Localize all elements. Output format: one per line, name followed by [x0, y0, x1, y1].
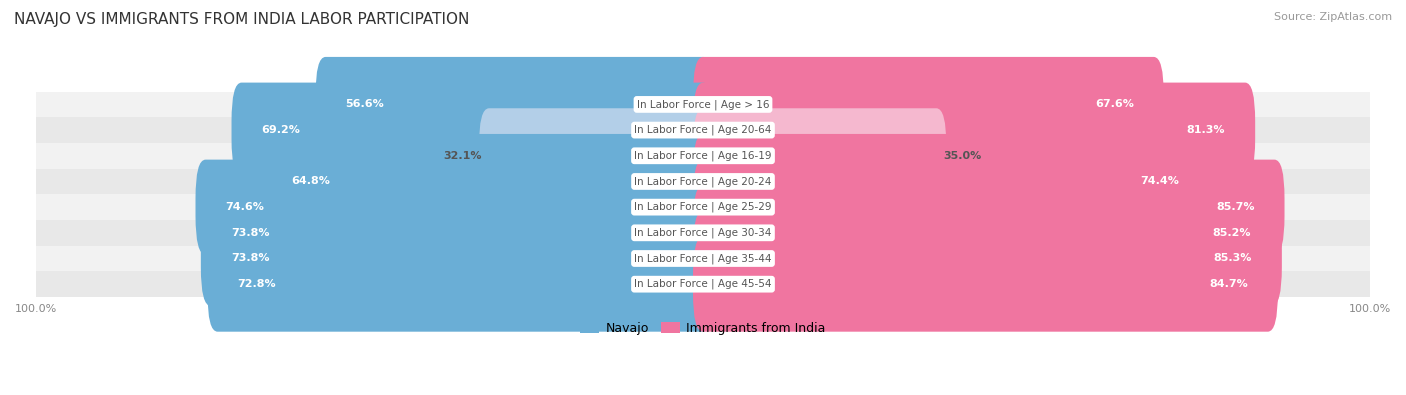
- Text: In Labor Force | Age 30-34: In Labor Force | Age 30-34: [634, 228, 772, 238]
- Bar: [3, 169, 1403, 194]
- Bar: [3, 143, 1403, 169]
- Bar: [3, 194, 1403, 220]
- Text: 67.6%: 67.6%: [1095, 100, 1133, 109]
- Text: In Labor Force | Age 20-24: In Labor Force | Age 20-24: [634, 176, 772, 187]
- Text: 85.3%: 85.3%: [1213, 254, 1251, 263]
- FancyBboxPatch shape: [693, 185, 1281, 280]
- FancyBboxPatch shape: [693, 83, 1256, 178]
- FancyBboxPatch shape: [693, 211, 1282, 306]
- FancyBboxPatch shape: [479, 108, 713, 203]
- FancyBboxPatch shape: [262, 134, 713, 229]
- Text: In Labor Force | Age > 16: In Labor Force | Age > 16: [637, 99, 769, 110]
- Bar: [3, 117, 1403, 143]
- Text: In Labor Force | Age 45-54: In Labor Force | Age 45-54: [634, 279, 772, 290]
- Legend: Navajo, Immigrants from India: Navajo, Immigrants from India: [575, 317, 831, 340]
- FancyBboxPatch shape: [201, 211, 713, 306]
- Text: 84.7%: 84.7%: [1209, 279, 1249, 289]
- Text: 74.4%: 74.4%: [1140, 177, 1180, 186]
- Text: 73.8%: 73.8%: [231, 254, 270, 263]
- Text: 81.3%: 81.3%: [1187, 125, 1225, 135]
- FancyBboxPatch shape: [693, 237, 1278, 332]
- FancyBboxPatch shape: [693, 108, 946, 203]
- FancyBboxPatch shape: [693, 160, 1285, 255]
- Text: 73.8%: 73.8%: [231, 228, 270, 238]
- Text: NAVAJO VS IMMIGRANTS FROM INDIA LABOR PARTICIPATION: NAVAJO VS IMMIGRANTS FROM INDIA LABOR PA…: [14, 12, 470, 27]
- Text: 69.2%: 69.2%: [262, 125, 301, 135]
- Text: 85.7%: 85.7%: [1216, 202, 1254, 212]
- FancyBboxPatch shape: [693, 57, 1164, 152]
- Text: In Labor Force | Age 25-29: In Labor Force | Age 25-29: [634, 202, 772, 213]
- Text: 35.0%: 35.0%: [943, 151, 981, 161]
- Text: 56.6%: 56.6%: [346, 100, 384, 109]
- Bar: [3, 92, 1403, 117]
- Bar: [3, 246, 1403, 271]
- Text: 72.8%: 72.8%: [238, 279, 276, 289]
- Text: 85.2%: 85.2%: [1212, 228, 1251, 238]
- Text: 74.6%: 74.6%: [225, 202, 264, 212]
- Text: In Labor Force | Age 35-44: In Labor Force | Age 35-44: [634, 253, 772, 264]
- Text: 64.8%: 64.8%: [291, 177, 330, 186]
- FancyBboxPatch shape: [232, 83, 713, 178]
- FancyBboxPatch shape: [195, 160, 713, 255]
- Bar: [3, 271, 1403, 297]
- FancyBboxPatch shape: [315, 57, 713, 152]
- FancyBboxPatch shape: [201, 185, 713, 280]
- Text: 32.1%: 32.1%: [444, 151, 482, 161]
- Bar: [3, 220, 1403, 246]
- Text: In Labor Force | Age 20-64: In Labor Force | Age 20-64: [634, 125, 772, 135]
- FancyBboxPatch shape: [208, 237, 713, 332]
- FancyBboxPatch shape: [693, 134, 1209, 229]
- Text: Source: ZipAtlas.com: Source: ZipAtlas.com: [1274, 12, 1392, 22]
- Text: In Labor Force | Age 16-19: In Labor Force | Age 16-19: [634, 150, 772, 161]
